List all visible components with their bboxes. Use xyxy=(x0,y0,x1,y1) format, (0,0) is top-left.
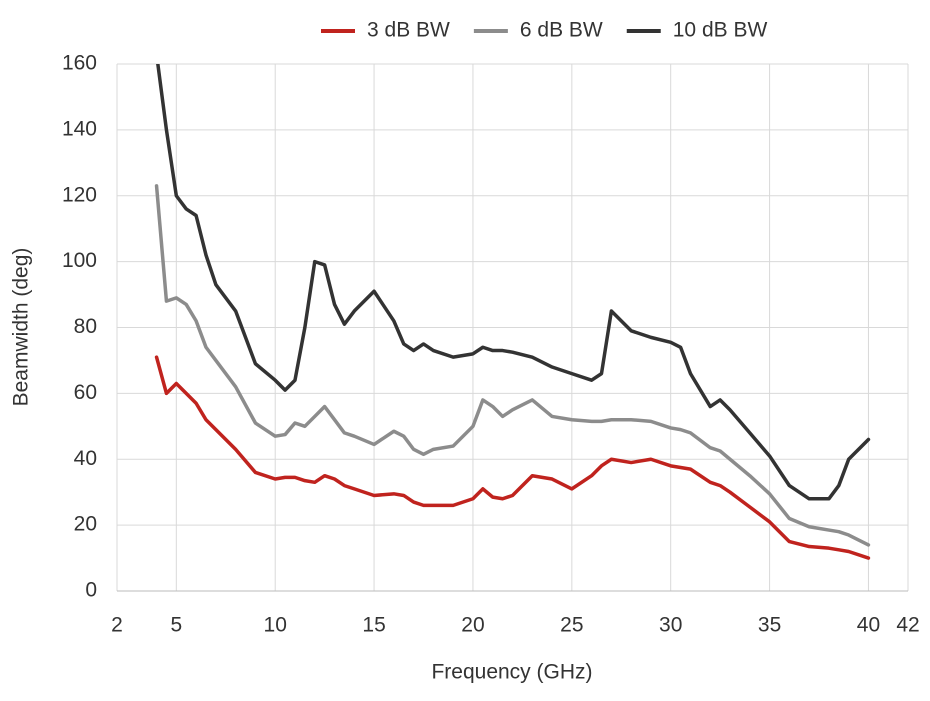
legend-label: 6 dB BW xyxy=(520,19,603,42)
y-tick-label: 80 xyxy=(74,315,97,338)
x-tick-label: 20 xyxy=(461,614,484,637)
x-tick-label: 40 xyxy=(857,614,880,637)
x-tick-label: 42 xyxy=(896,614,919,637)
series-line xyxy=(156,64,871,501)
y-tick-label: 40 xyxy=(74,447,97,470)
y-tick-label: 160 xyxy=(62,52,97,75)
x-tick-label: 35 xyxy=(758,614,781,637)
x-tick-label: 25 xyxy=(560,614,583,637)
y-tick-label: 60 xyxy=(74,381,97,404)
y-tick-label: 0 xyxy=(85,579,97,602)
legend-label: 10 dB BW xyxy=(673,19,768,42)
x-tick-label: 15 xyxy=(362,614,385,637)
y-tick-label: 140 xyxy=(62,117,97,140)
legend-label: 3 dB BW xyxy=(367,19,450,42)
y-tick-label: 20 xyxy=(74,513,97,536)
y-axis-label: Beamwidth (deg) xyxy=(10,248,33,407)
series-line xyxy=(154,355,871,560)
plot-area xyxy=(154,64,871,560)
x-tick-label: 30 xyxy=(659,614,682,637)
x-tick-label: 2 xyxy=(111,614,123,637)
x-tick-label: 10 xyxy=(264,614,287,637)
series-line xyxy=(154,184,871,547)
x-tick-label: 5 xyxy=(170,614,182,637)
y-tick-label: 100 xyxy=(62,249,97,272)
y-tick-label: 120 xyxy=(62,183,97,206)
x-axis-label: Frequency (GHz) xyxy=(431,661,592,684)
